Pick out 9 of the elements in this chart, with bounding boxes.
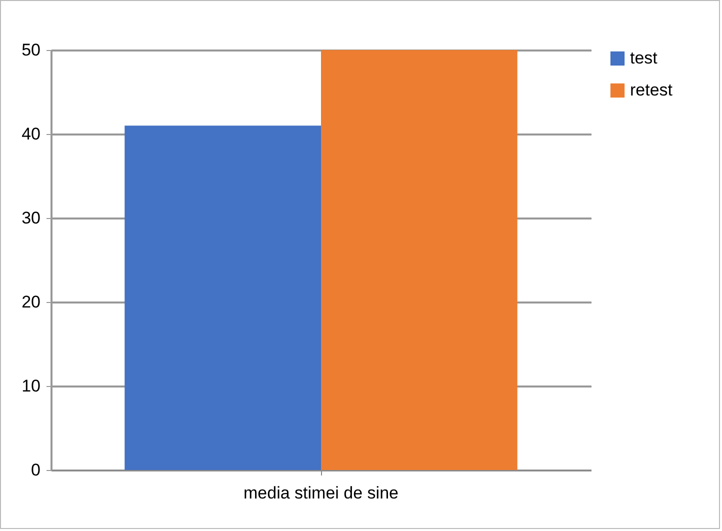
y-tick-label: 20 bbox=[22, 292, 40, 312]
legend-label: test bbox=[630, 48, 658, 68]
y-tick-label: 30 bbox=[22, 208, 40, 228]
y-tick-label: 0 bbox=[31, 460, 40, 480]
y-tick-label: 40 bbox=[22, 124, 40, 144]
y-tick-label: 10 bbox=[22, 376, 40, 396]
legend-label: retest bbox=[630, 80, 673, 100]
x-tick-label: media stimei de sine bbox=[244, 484, 398, 502]
y-tick-label: 50 bbox=[22, 40, 40, 60]
